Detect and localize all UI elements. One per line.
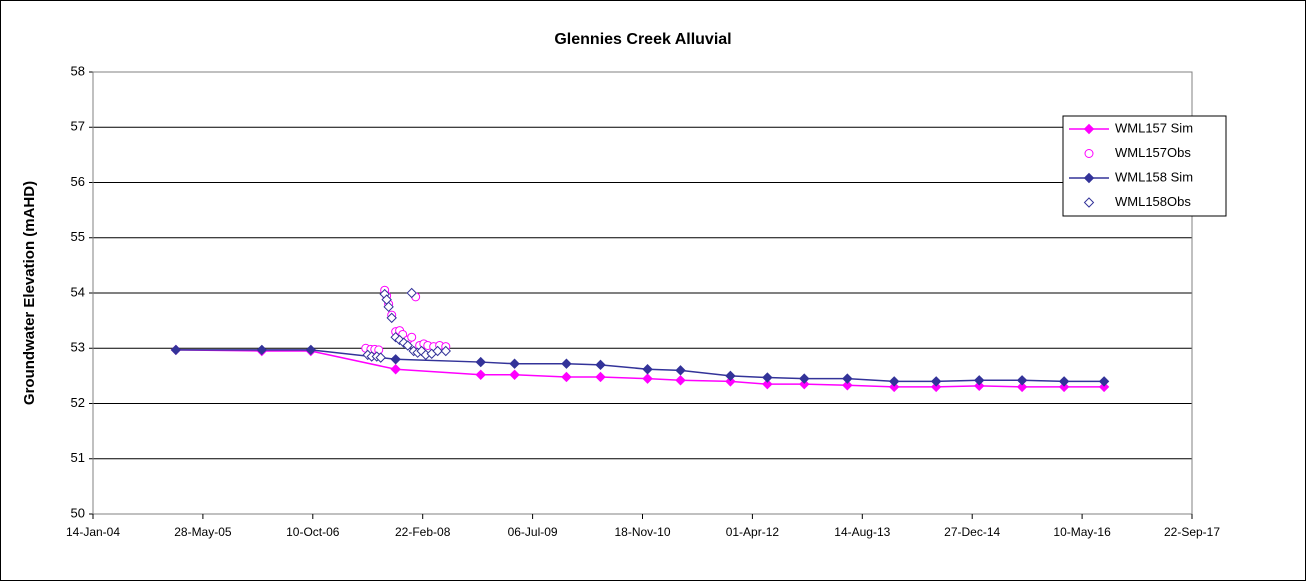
legend-label: WML157 Sim (1115, 120, 1193, 135)
point-marker (509, 358, 520, 369)
point-marker (930, 376, 942, 387)
x-tick-label: 18-Nov-10 (614, 525, 670, 539)
point-marker (675, 365, 686, 376)
point-marker (595, 359, 606, 371)
chart-title: Glennies Creek Alluvial (554, 31, 731, 48)
legend-label: WML158 Sim (1115, 169, 1193, 184)
point-marker (561, 371, 572, 383)
y-tick-label: 50 (71, 505, 85, 520)
series-line (175, 349, 1105, 383)
point-marker (305, 344, 317, 356)
point-marker (675, 375, 686, 386)
x-tick-label: 14-Aug-13 (834, 525, 890, 539)
series-line (175, 349, 1105, 388)
point-marker (842, 380, 853, 391)
point-marker (1058, 376, 1070, 387)
point-marker (390, 364, 401, 375)
observation-marker (383, 301, 394, 313)
legend-marker (1083, 197, 1095, 208)
point-marker (509, 369, 520, 380)
point-marker (642, 364, 653, 375)
y-tick-label: 57 (71, 119, 85, 134)
x-tick-label: 14-Jan-04 (66, 525, 120, 539)
point-marker (475, 356, 486, 368)
y-axis-label: Groundwater Elevation (mAHD) (21, 181, 38, 405)
x-tick-label: 22-Feb-08 (395, 525, 451, 539)
point-marker (888, 376, 900, 387)
point-marker (256, 344, 268, 356)
point-marker (725, 370, 736, 382)
point-marker (1016, 375, 1028, 386)
observation-marker (390, 331, 401, 343)
x-tick-label: 10-May-16 (1053, 525, 1111, 539)
point-marker (170, 344, 182, 356)
point-marker (1098, 376, 1110, 387)
point-marker (1058, 381, 1070, 393)
observation-marker (432, 345, 443, 357)
point-marker (842, 373, 853, 384)
legend-label: WML157Obs (1115, 145, 1191, 160)
observation-marker (375, 352, 386, 363)
y-tick-label: 58 (71, 63, 85, 78)
point-marker (475, 369, 486, 380)
observation-marker (386, 312, 397, 324)
x-tick-label: 28-May-05 (174, 525, 232, 539)
legend-marker (1083, 123, 1095, 135)
y-tick-label: 54 (71, 284, 85, 299)
point-marker (725, 376, 736, 387)
point-marker (642, 373, 653, 384)
point-marker (1016, 381, 1028, 393)
legend-marker (1084, 149, 1094, 158)
x-tick-label: 10-Oct-06 (286, 525, 340, 539)
x-tick-label: 22-Sep-17 (1164, 525, 1220, 539)
point-marker (799, 373, 810, 384)
y-tick-label: 51 (71, 450, 85, 465)
observation-marker (440, 345, 451, 357)
point-marker (390, 354, 401, 365)
legend-label: WML158Obs (1115, 194, 1191, 209)
x-tick-label: 06-Jul-09 (508, 525, 558, 539)
observation-marker (407, 332, 417, 342)
y-tick-label: 56 (71, 174, 85, 189)
point-marker (762, 372, 773, 383)
observation-marker (406, 287, 417, 299)
y-tick-label: 55 (71, 229, 85, 244)
point-marker (799, 378, 810, 390)
legend-marker (1083, 172, 1095, 184)
observation-marker (402, 340, 413, 351)
x-tick-label: 01-Apr-12 (726, 525, 780, 539)
y-tick-label: 53 (71, 340, 85, 355)
point-marker (888, 381, 900, 393)
point-marker (974, 375, 985, 386)
point-marker (1098, 381, 1110, 393)
point-marker (762, 378, 773, 390)
point-marker (561, 358, 572, 369)
y-tick-label: 52 (71, 395, 85, 410)
point-marker (930, 381, 942, 393)
x-tick-label: 27-Dec-14 (944, 525, 1000, 539)
point-marker (595, 371, 606, 383)
point-marker (974, 380, 985, 392)
